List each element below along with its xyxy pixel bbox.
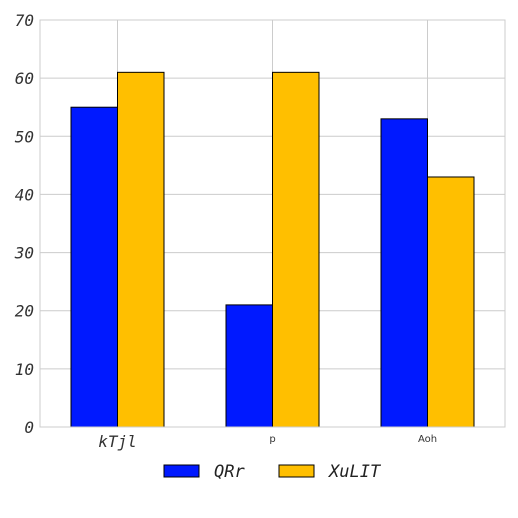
y-tick-labels: 0 10 20 30 40 50 60 70 bbox=[14, 11, 34, 437]
legend-label-QRr: QRr bbox=[214, 462, 245, 482]
bar-QRr-p bbox=[225, 304, 273, 428]
y-tick-label: 20 bbox=[15, 302, 34, 321]
y-tick-label: 30 bbox=[14, 244, 34, 263]
y-tick-label: 0 bbox=[24, 418, 34, 437]
x-tick-label: Aoh bbox=[418, 434, 437, 445]
legend-swatch-XuLIT bbox=[278, 464, 315, 478]
axes bbox=[39, 19, 506, 428]
bars bbox=[70, 71, 475, 428]
legend-swatch-QRr bbox=[163, 464, 200, 478]
bar-XuLIT-Aoh bbox=[427, 176, 475, 428]
x-tick-label: kTjl bbox=[98, 432, 137, 451]
legend-label-XuLIT: XuLIT bbox=[327, 462, 382, 482]
bar-QRr-kTjl bbox=[70, 106, 118, 428]
y-tick-label: 40 bbox=[15, 185, 34, 204]
plot-frame bbox=[39, 19, 506, 428]
bar-QRr-Aoh bbox=[380, 118, 428, 428]
y-tick-label: 10 bbox=[15, 360, 34, 379]
x-tick-labels: kTjl p Aoh bbox=[98, 432, 437, 451]
y-tick-label: 50 bbox=[15, 127, 34, 146]
bar-XuLIT-kTjl bbox=[117, 71, 165, 428]
bar-XuLIT-p bbox=[272, 71, 320, 428]
x-tick-label: p bbox=[269, 434, 275, 445]
y-tick-label: 60 bbox=[15, 69, 34, 88]
legend: QRr XuLIT bbox=[163, 462, 382, 482]
y-tick-label: 70 bbox=[15, 11, 34, 30]
